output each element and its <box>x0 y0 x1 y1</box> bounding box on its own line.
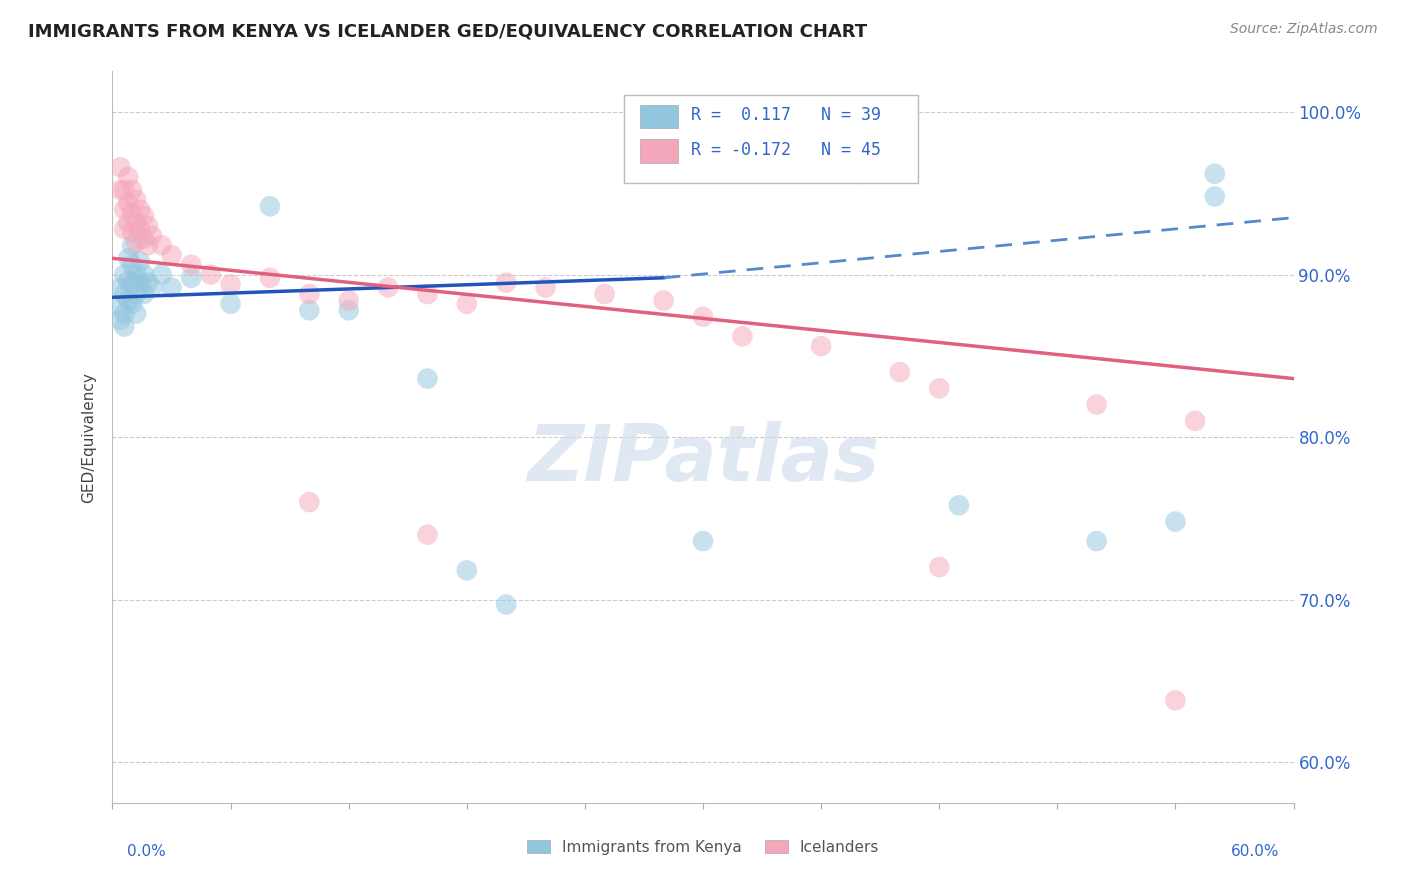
Point <box>112 287 135 301</box>
Point <box>117 293 139 308</box>
Point <box>731 329 754 343</box>
Point <box>160 280 183 294</box>
Point <box>456 297 478 311</box>
Point <box>136 276 159 290</box>
Point <box>259 270 281 285</box>
Point <box>112 319 135 334</box>
Point <box>121 277 143 292</box>
Point <box>141 280 163 294</box>
Point <box>1184 414 1206 428</box>
Point <box>112 307 135 321</box>
Point <box>1164 515 1187 529</box>
Text: IMMIGRANTS FROM KENYA VS ICELANDER GED/EQUIVALENCY CORRELATION CHART: IMMIGRANTS FROM KENYA VS ICELANDER GED/E… <box>28 22 868 40</box>
Point <box>495 276 517 290</box>
Point <box>141 228 163 243</box>
Point <box>495 598 517 612</box>
Point <box>259 199 281 213</box>
Point <box>129 276 152 290</box>
Point <box>180 270 202 285</box>
Text: R = -0.172   N = 45: R = -0.172 N = 45 <box>692 141 882 159</box>
Point <box>129 202 152 217</box>
Text: ZIPatlas: ZIPatlas <box>527 421 879 497</box>
Point <box>889 365 911 379</box>
Point <box>112 222 135 236</box>
Point <box>1085 398 1108 412</box>
FancyBboxPatch shape <box>640 139 678 163</box>
Point <box>117 252 139 266</box>
Point <box>456 563 478 577</box>
Point <box>219 297 242 311</box>
Point <box>593 287 616 301</box>
Point <box>1204 167 1226 181</box>
Point <box>110 161 132 175</box>
Text: 0.0%: 0.0% <box>127 845 166 859</box>
Point <box>132 287 155 301</box>
Text: Source: ZipAtlas.com: Source: ZipAtlas.com <box>1230 22 1378 37</box>
Point <box>125 215 148 229</box>
Point <box>219 277 242 292</box>
Text: 60.0%: 60.0% <box>1232 845 1279 859</box>
Point <box>160 248 183 262</box>
Point <box>132 232 155 246</box>
Point <box>125 268 148 282</box>
Point <box>1164 693 1187 707</box>
Point <box>928 560 950 574</box>
Point <box>117 215 139 229</box>
Point <box>129 254 152 268</box>
Point <box>948 499 970 513</box>
Point <box>810 339 832 353</box>
Point <box>125 235 148 249</box>
Point <box>112 202 135 217</box>
Point <box>110 300 132 314</box>
Point <box>377 280 399 294</box>
Point <box>928 381 950 395</box>
Point <box>121 225 143 239</box>
Point <box>112 183 135 197</box>
FancyBboxPatch shape <box>640 105 678 128</box>
Point <box>121 297 143 311</box>
Point <box>298 495 321 509</box>
Point <box>416 371 439 385</box>
Point <box>337 293 360 308</box>
Text: R =  0.117   N = 39: R = 0.117 N = 39 <box>692 106 882 125</box>
Point <box>849 167 872 181</box>
Legend: Immigrants from Kenya, Icelanders: Immigrants from Kenya, Icelanders <box>520 834 886 861</box>
Point <box>150 268 173 282</box>
Point <box>692 310 714 324</box>
Point <box>125 307 148 321</box>
Y-axis label: GED/Equivalency: GED/Equivalency <box>82 372 97 502</box>
Point <box>121 258 143 272</box>
Point <box>117 196 139 211</box>
Point <box>125 287 148 301</box>
Point <box>298 303 321 318</box>
Point <box>132 209 155 223</box>
Point <box>416 287 439 301</box>
Point <box>337 303 360 318</box>
Point <box>150 238 173 252</box>
Point <box>117 274 139 288</box>
Point <box>136 219 159 233</box>
Point <box>652 293 675 308</box>
Point <box>121 183 143 197</box>
Point <box>121 206 143 220</box>
Point <box>180 258 202 272</box>
Point <box>112 268 135 282</box>
Point <box>129 222 152 236</box>
Point <box>1204 189 1226 203</box>
Point <box>132 268 155 282</box>
Point <box>1085 534 1108 549</box>
Point <box>110 183 132 197</box>
Point <box>416 527 439 541</box>
Point <box>117 169 139 184</box>
Point <box>298 287 321 301</box>
Point <box>110 313 132 327</box>
Point <box>136 238 159 252</box>
Point <box>692 534 714 549</box>
Point <box>121 238 143 252</box>
Point <box>200 268 222 282</box>
Point <box>534 280 557 294</box>
Point <box>110 280 132 294</box>
FancyBboxPatch shape <box>624 95 918 183</box>
Point <box>125 193 148 207</box>
